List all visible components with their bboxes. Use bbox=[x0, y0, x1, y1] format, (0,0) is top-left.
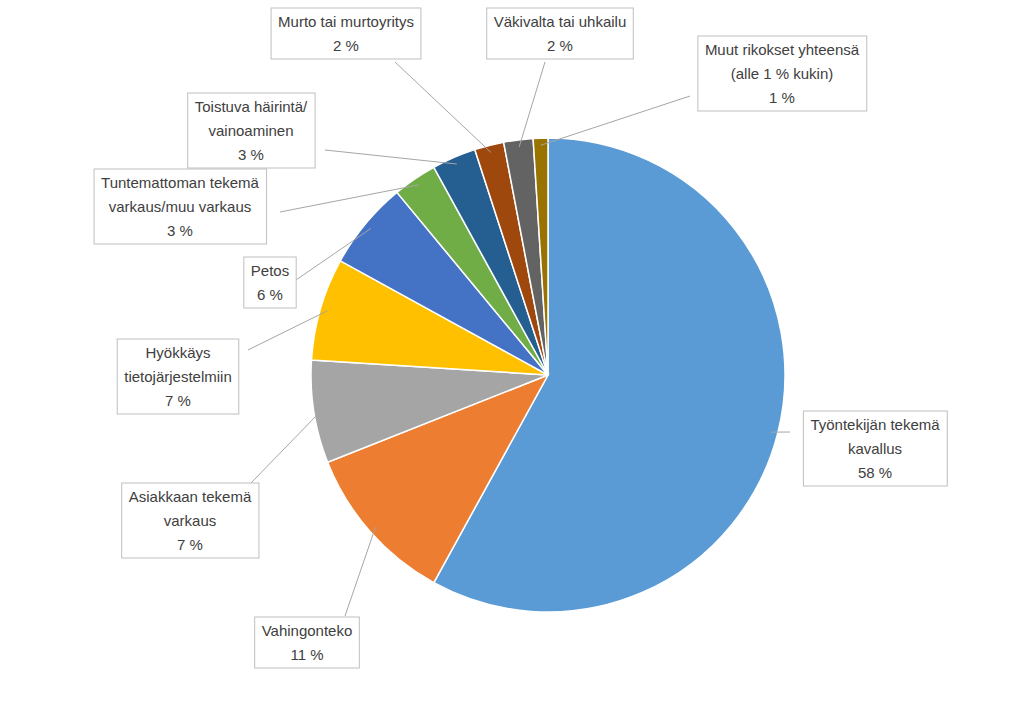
value-label: 3 % bbox=[238, 146, 264, 163]
label-text: Toistuva häirintä/vainoaminen 3 % bbox=[195, 98, 308, 163]
value-label: 7 % bbox=[165, 392, 191, 409]
data-label: Tuntemattoman tekemävarkaus/muu varkaus 3… bbox=[94, 169, 267, 244]
category-label: Muut rikokset yhteensä(alle 1 % kukin) bbox=[705, 41, 860, 82]
label-box bbox=[117, 339, 239, 414]
category-label: Tuntemattoman tekemävarkaus/muu varkaus bbox=[101, 174, 260, 215]
label-box bbox=[698, 36, 867, 111]
value-label: 2 % bbox=[333, 37, 359, 54]
value-label: 3 % bbox=[167, 222, 193, 239]
pie bbox=[311, 138, 785, 612]
value-label: 58 % bbox=[858, 464, 892, 481]
category-label: Hyökkäystietojärjestelmiin bbox=[124, 344, 232, 385]
data-label: Väkivalta tai uhkailu 2 % bbox=[487, 8, 634, 59]
leader-line bbox=[325, 150, 457, 164]
label-text: Vahingonteko 11 % bbox=[262, 622, 353, 663]
label-box bbox=[487, 8, 634, 59]
label-box bbox=[803, 411, 947, 486]
category-label: Työntekijän tekemäkavallus bbox=[810, 416, 940, 457]
label-text: Murto tai murtoyritys 2 % bbox=[278, 13, 414, 54]
pie-slice bbox=[533, 138, 548, 375]
label-box bbox=[188, 93, 315, 168]
leader-line bbox=[296, 228, 371, 280]
category-label: Väkivalta tai uhkailu bbox=[494, 13, 627, 30]
leader-line bbox=[250, 411, 321, 484]
label-text: Väkivalta tai uhkailu 2 % bbox=[494, 13, 627, 54]
leader-line bbox=[541, 96, 690, 145]
data-label: Työntekijän tekemäkavallus 58 % bbox=[803, 411, 947, 486]
data-label: Vahingonteko 11 % bbox=[255, 617, 360, 668]
label-box bbox=[244, 257, 296, 308]
leader-line bbox=[248, 311, 327, 350]
category-label: Petos bbox=[251, 262, 289, 279]
label-text: Asiakkaan tekemävarkaus 7 % bbox=[129, 488, 252, 553]
leader-line bbox=[395, 62, 491, 152]
leader-lines bbox=[248, 62, 790, 616]
data-label: Hyökkäystietojärjestelmiin 7 % bbox=[117, 339, 239, 414]
value-label: 11 % bbox=[290, 646, 323, 663]
leader-line bbox=[771, 432, 790, 433]
label-box bbox=[122, 483, 259, 558]
leader-line bbox=[345, 527, 376, 616]
leader-line bbox=[519, 62, 545, 147]
value-label: 6 % bbox=[257, 286, 283, 303]
category-label: Asiakkaan tekemävarkaus bbox=[129, 488, 252, 529]
category-label: Vahingonteko bbox=[262, 622, 353, 639]
label-box bbox=[255, 617, 360, 668]
label-text: Hyökkäystietojärjestelmiin 7 % bbox=[124, 344, 232, 409]
category-label: Murto tai murtoyritys bbox=[278, 13, 414, 30]
label-box bbox=[271, 8, 421, 59]
leader-line bbox=[280, 185, 419, 212]
label-text: Tuntemattoman tekemävarkaus/muu varkaus 3… bbox=[101, 174, 260, 239]
label-box bbox=[94, 169, 267, 244]
label-text: Työntekijän tekemäkavallus 58 % bbox=[810, 416, 940, 481]
data-label: Petos 6 % bbox=[244, 257, 296, 308]
pie-slice bbox=[311, 360, 548, 462]
value-label: 2 % bbox=[547, 37, 573, 54]
data-label: Asiakkaan tekemävarkaus 7 % bbox=[122, 483, 259, 558]
pie-slice bbox=[504, 138, 548, 375]
data-label: Murto tai murtoyritys 2 % bbox=[271, 8, 421, 59]
label-text: Petos 6 % bbox=[251, 262, 289, 303]
data-label: Toistuva häirintä/vainoaminen 3 % bbox=[188, 93, 315, 168]
labels: Työntekijän tekemäkavallus 58 % Vahingonte… bbox=[94, 8, 947, 668]
data-label: Muut rikokset yhteensä(alle 1 % kukin) 1 … bbox=[698, 36, 867, 111]
chart: Työntekijän tekemäkavallus 58 % Vahingonte… bbox=[0, 0, 1024, 705]
value-label: 1 % bbox=[769, 89, 795, 106]
label-text: Muut rikokset yhteensä(alle 1 % kukin) 1 … bbox=[705, 41, 860, 106]
category-label: Toistuva häirintä/vainoaminen bbox=[195, 98, 308, 139]
value-label: 7 % bbox=[177, 536, 203, 553]
